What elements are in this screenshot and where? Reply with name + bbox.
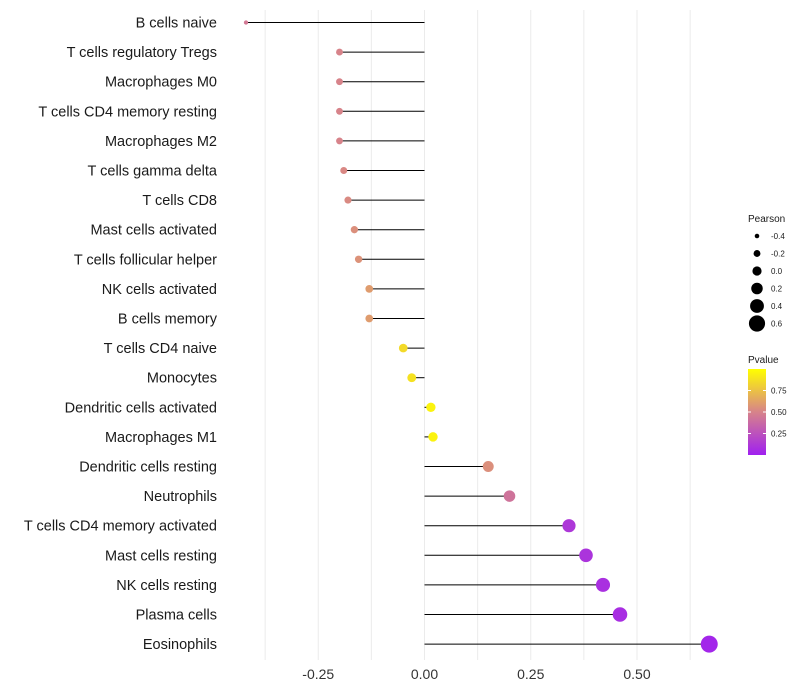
category-label: B cells memory (118, 312, 218, 328)
category-label: NK cells resting (116, 578, 217, 594)
grid-layer (264, 10, 691, 660)
size-legend-symbol (754, 233, 760, 239)
lollipop-point (336, 48, 343, 56)
category-label: Mast cells activated (90, 223, 217, 239)
size-legend-symbol (753, 250, 761, 257)
lollipop-point (407, 373, 417, 383)
category-label: Dendritic cells resting (79, 460, 217, 476)
size-legend-label: -0.2 (771, 250, 785, 259)
lollipop-point (243, 20, 249, 25)
category-labels: B cells naive T cells regulatory Tregs Mac… (24, 16, 218, 654)
category-label: Monocytes (147, 371, 217, 387)
lollipop-point (562, 519, 576, 533)
lollipop-point (426, 402, 436, 412)
size-legend-label: 0.2 (771, 285, 783, 294)
lollipop-point (700, 635, 718, 653)
category-label: Dendritic cells activated (65, 400, 217, 416)
category-label: T cells CD4 memory activated (24, 519, 217, 535)
legend: Pearson -0.4 -0.2 0.0 0.2 0.4 0.6 Pvalue 0.75… (748, 214, 787, 455)
lollipop-point (350, 226, 359, 234)
category-label: T cells regulatory Tregs (67, 45, 217, 61)
lollipop-point (336, 107, 343, 115)
category-label: T cells gamma delta (88, 164, 218, 180)
x-axis-tick-labels: -0.25 0.00 0.25 0.50 (302, 666, 651, 682)
lollipop-point (354, 255, 363, 264)
size-legend-label: -0.4 (771, 232, 785, 241)
colorbar-label: 0.50 (771, 408, 787, 417)
color-legend-items: 0.75 0.50 0.25 (748, 387, 787, 439)
size-legend-title: Pearson (748, 214, 785, 225)
lollipop-point (595, 577, 611, 592)
x-tick-label: 0.00 (411, 666, 438, 682)
lollipop-point (398, 343, 408, 353)
lollipop-point (612, 607, 628, 622)
category-label: Eosinophils (143, 637, 217, 653)
color-legend-title: Pvalue (748, 355, 779, 366)
category-label: T cells CD8 (142, 193, 217, 209)
category-label: B cells naive (136, 16, 217, 32)
category-label: Neutrophils (144, 489, 217, 505)
x-tick-label: 0.50 (623, 666, 650, 682)
lollipop-point (503, 490, 516, 502)
colorbar-label: 0.75 (771, 387, 787, 396)
x-tick-label: -0.25 (302, 666, 334, 682)
size-legend-symbol (748, 315, 766, 332)
lollipop-point (336, 78, 343, 86)
size-legend-items: -0.4 -0.2 0.0 0.2 0.4 0.6 (748, 232, 785, 332)
lollipop-point (579, 548, 593, 563)
lollipop-point (482, 461, 494, 472)
category-label: T cells CD4 naive (104, 341, 217, 357)
lollipop-point (340, 167, 348, 174)
size-legend-symbol (750, 299, 764, 313)
size-legend-symbol (752, 266, 762, 276)
lollipop-point (365, 314, 374, 323)
category-label: Macrophages M2 (105, 134, 217, 150)
category-label: Macrophages M1 (105, 430, 217, 446)
lollipop-point (428, 432, 438, 442)
category-label: T cells follicular helper (74, 252, 217, 268)
category-label: T cells CD4 memory resting (38, 104, 217, 120)
point-layer (243, 20, 718, 653)
size-legend-symbol (751, 282, 763, 295)
lollipop-point (365, 285, 374, 293)
category-label: Macrophages M0 (105, 75, 217, 91)
x-tick-label: 0.25 (517, 666, 544, 682)
size-legend-label: 0.0 (771, 267, 783, 276)
category-label: NK cells activated (102, 282, 217, 298)
size-legend-label: 0.4 (771, 302, 783, 311)
category-label: Mast cells resting (105, 548, 217, 564)
colorbar-label: 0.25 (771, 430, 787, 439)
size-legend-label: 0.6 (771, 320, 783, 329)
category-label: Plasma cells (136, 608, 217, 624)
lollipop-point (336, 137, 343, 145)
pvalue-colorbar (748, 369, 766, 455)
lollipop-point (344, 196, 352, 204)
